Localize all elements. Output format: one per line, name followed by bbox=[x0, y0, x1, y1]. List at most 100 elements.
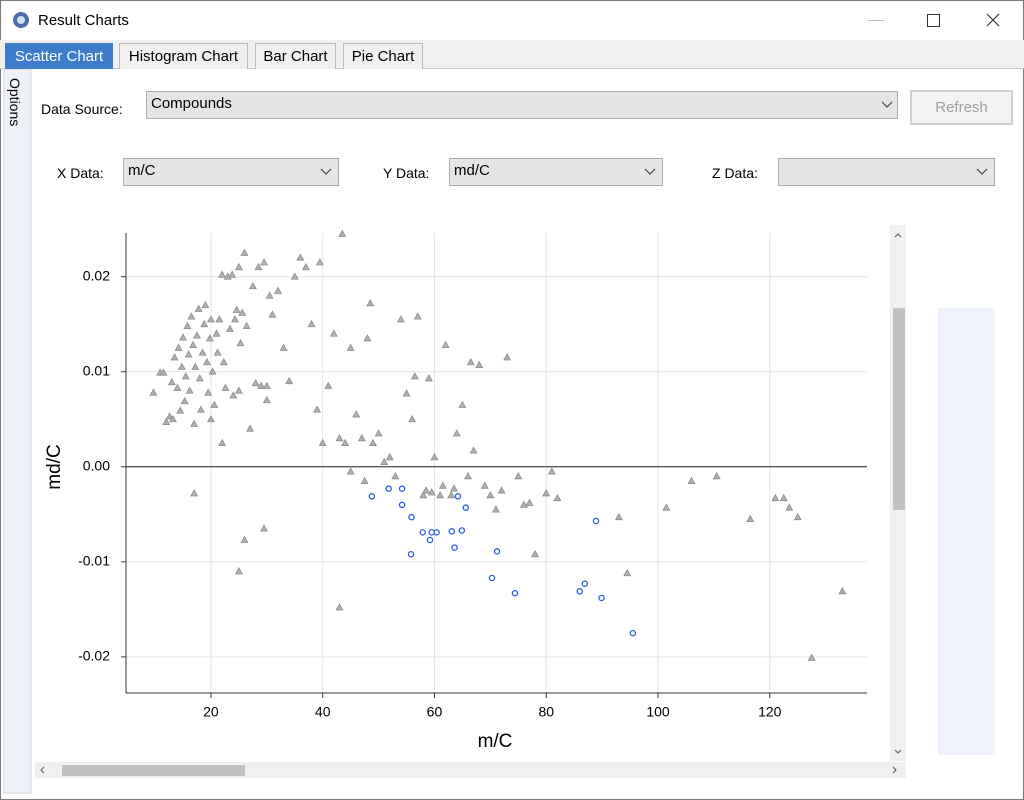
y-tick-label: -0.01 bbox=[78, 553, 110, 569]
point bbox=[525, 498, 534, 506]
point bbox=[531, 549, 540, 558]
point bbox=[398, 501, 406, 509]
point bbox=[198, 348, 207, 356]
y-data-select[interactable]: md/C bbox=[449, 158, 663, 186]
point bbox=[338, 229, 347, 237]
point bbox=[838, 586, 847, 595]
point bbox=[430, 452, 439, 461]
point bbox=[341, 438, 350, 446]
point bbox=[265, 291, 274, 299]
data-source-value: Compounds bbox=[151, 95, 232, 112]
point bbox=[238, 308, 247, 316]
point bbox=[623, 568, 632, 577]
point bbox=[433, 529, 440, 536]
point bbox=[391, 471, 400, 480]
point bbox=[206, 315, 215, 323]
point bbox=[385, 485, 392, 492]
point bbox=[511, 589, 519, 597]
point bbox=[185, 386, 194, 394]
point bbox=[447, 490, 456, 499]
point bbox=[296, 253, 305, 261]
point bbox=[196, 405, 205, 413]
point bbox=[346, 467, 355, 475]
point bbox=[208, 367, 217, 375]
point bbox=[491, 505, 500, 513]
point bbox=[206, 414, 215, 423]
point bbox=[335, 433, 344, 442]
point bbox=[454, 493, 462, 500]
x-tick-label: 40 bbox=[315, 704, 331, 720]
point bbox=[315, 258, 324, 266]
point bbox=[180, 396, 189, 405]
point bbox=[242, 321, 251, 330]
point bbox=[229, 391, 238, 399]
point bbox=[179, 333, 187, 341]
point bbox=[427, 488, 436, 496]
point bbox=[396, 315, 405, 323]
point bbox=[368, 493, 376, 500]
point bbox=[192, 331, 201, 339]
side-strip bbox=[3, 68, 32, 794]
tab-scatter[interactable]: Scatter Chart bbox=[5, 43, 113, 69]
point bbox=[424, 374, 433, 382]
point bbox=[488, 574, 496, 582]
point bbox=[254, 262, 263, 271]
point bbox=[497, 486, 506, 494]
refresh-button[interactable]: Refresh bbox=[910, 90, 1013, 125]
point bbox=[205, 334, 214, 342]
maximize-button[interactable] bbox=[927, 14, 940, 27]
point bbox=[260, 258, 269, 266]
z-data-select[interactable] bbox=[778, 158, 995, 186]
point bbox=[181, 372, 190, 380]
point bbox=[168, 414, 177, 423]
point bbox=[469, 446, 478, 454]
point bbox=[408, 513, 415, 521]
point bbox=[290, 272, 299, 280]
point bbox=[419, 529, 426, 536]
y-data-label: Y Data: bbox=[383, 165, 430, 181]
point bbox=[581, 580, 589, 587]
point bbox=[366, 299, 375, 307]
point bbox=[324, 381, 333, 389]
point bbox=[807, 653, 816, 661]
tab-pie[interactable]: Pie Chart bbox=[343, 43, 423, 69]
point bbox=[441, 340, 450, 349]
close-button[interactable] bbox=[986, 13, 1000, 27]
point bbox=[451, 544, 458, 551]
point bbox=[177, 362, 186, 370]
options-tab[interactable]: Options bbox=[7, 78, 23, 127]
point bbox=[184, 350, 193, 358]
point bbox=[170, 353, 179, 361]
point bbox=[408, 414, 417, 423]
data-source-select[interactable]: Compounds bbox=[146, 91, 898, 119]
point bbox=[458, 527, 466, 534]
point bbox=[553, 493, 562, 502]
point bbox=[262, 381, 271, 389]
point bbox=[346, 343, 355, 351]
point bbox=[260, 524, 269, 532]
point bbox=[464, 471, 472, 480]
point bbox=[190, 489, 199, 497]
point bbox=[218, 438, 227, 446]
point bbox=[219, 357, 228, 366]
x-tick-label: 100 bbox=[646, 704, 670, 720]
point bbox=[313, 405, 322, 413]
point bbox=[458, 400, 467, 408]
tab-bar[interactable]: Bar Chart bbox=[255, 43, 336, 69]
point bbox=[438, 481, 447, 489]
point bbox=[352, 410, 361, 418]
point bbox=[162, 417, 171, 426]
point bbox=[234, 386, 243, 394]
point bbox=[221, 383, 230, 391]
point bbox=[165, 412, 174, 420]
point bbox=[413, 312, 422, 320]
point bbox=[234, 262, 243, 271]
point bbox=[173, 383, 182, 391]
point bbox=[480, 481, 489, 489]
x-data-select[interactable]: m/C bbox=[123, 158, 339, 186]
tab-histogram[interactable]: Histogram Chart bbox=[119, 43, 248, 69]
point bbox=[380, 457, 389, 465]
point bbox=[159, 368, 168, 376]
